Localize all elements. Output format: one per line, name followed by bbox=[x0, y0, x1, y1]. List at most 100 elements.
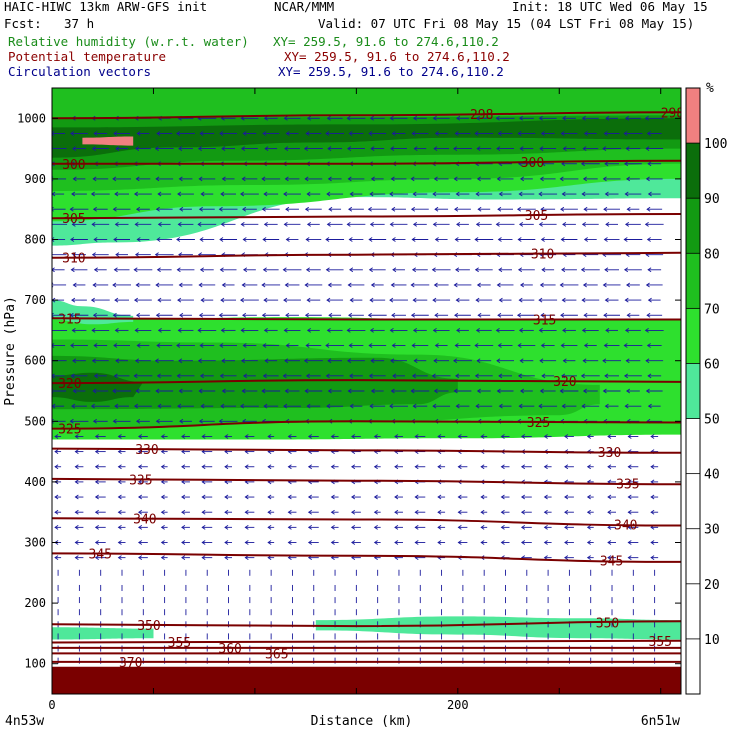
wind-vector-head bbox=[647, 267, 652, 273]
wind-vector-head bbox=[411, 373, 417, 379]
wind-vector-head bbox=[582, 358, 587, 364]
wind-vector-head bbox=[137, 464, 143, 470]
wind-vector-head bbox=[137, 509, 143, 515]
x-end-location: 6n51w bbox=[641, 714, 680, 729]
wind-vector-head bbox=[646, 343, 651, 348]
wind-vector-head bbox=[92, 312, 97, 318]
wind-vector-head bbox=[456, 221, 461, 227]
wind-vector-head bbox=[475, 221, 480, 227]
wind-vector-head bbox=[306, 221, 311, 227]
wind-vector-head bbox=[181, 494, 186, 500]
wind-vector-head bbox=[650, 479, 655, 485]
theta-contour bbox=[52, 251, 681, 259]
wind-vector-head bbox=[496, 388, 501, 394]
wind-vector-head bbox=[52, 237, 55, 242]
theta-contour-label: 325 bbox=[527, 416, 550, 431]
wind-vector-head bbox=[474, 131, 479, 136]
wind-vector-head bbox=[349, 297, 354, 303]
wind-vector-head bbox=[91, 221, 96, 227]
wind-vector-head bbox=[201, 494, 206, 500]
wind-vector-head bbox=[391, 131, 396, 136]
wind-vector-head bbox=[434, 343, 439, 348]
wind-vector-head bbox=[52, 267, 55, 273]
wind-vector-head bbox=[154, 146, 159, 151]
wind-vector-head bbox=[626, 312, 631, 318]
colorbar-bin bbox=[686, 253, 700, 309]
wind-vector-head bbox=[604, 267, 609, 273]
wind-vector-head bbox=[181, 434, 186, 439]
wind-vector-head bbox=[240, 328, 245, 333]
wind-vector-head bbox=[224, 509, 229, 515]
theta-contour-label: 310 bbox=[531, 248, 554, 263]
wind-vector-head bbox=[455, 297, 460, 303]
wind-vector-head bbox=[218, 206, 223, 212]
wind-vector-head bbox=[650, 509, 655, 515]
wind-vector-head bbox=[264, 358, 269, 364]
wind-vector-head bbox=[135, 388, 140, 394]
wind-vector-head bbox=[517, 267, 523, 273]
wind-vector-layer bbox=[52, 115, 664, 664]
wind-vector-head bbox=[52, 418, 54, 424]
wind-vector-head bbox=[539, 176, 544, 182]
wind-vector-head bbox=[218, 418, 223, 424]
wind-vector-head bbox=[136, 131, 141, 136]
wind-vector-head bbox=[369, 403, 374, 409]
wind-vector-head bbox=[390, 282, 395, 288]
wind-vector-head bbox=[54, 555, 59, 561]
wind-vector-head bbox=[177, 403, 182, 409]
wind-vector-head bbox=[71, 328, 76, 333]
theta-contour-label: 305 bbox=[525, 209, 548, 224]
wind-vector-head bbox=[368, 343, 373, 348]
wind-vector-head bbox=[219, 343, 224, 348]
wind-vector-head bbox=[283, 115, 288, 121]
wind-vector-head bbox=[156, 343, 161, 348]
theta-contour-label: 300 bbox=[62, 158, 85, 173]
axes: 100 200 300 400 500 600 700 800 900 1000 0 200 Dista… bbox=[3, 88, 681, 729]
wind-vector-head bbox=[113, 373, 118, 379]
wind-vector-head bbox=[559, 282, 564, 288]
wind-vector-head bbox=[603, 131, 608, 136]
wind-vector-head bbox=[94, 464, 99, 470]
wind-vector-head bbox=[475, 328, 480, 333]
wind-vector-head bbox=[432, 403, 437, 409]
field-vectors-label: Circulation vectors bbox=[8, 64, 151, 79]
wind-vector-head bbox=[157, 221, 162, 227]
wind-vector-head bbox=[582, 388, 587, 394]
wind-vector-head bbox=[627, 555, 632, 561]
wind-vector-head bbox=[220, 191, 225, 197]
wind-vector-head bbox=[623, 237, 628, 242]
wind-vector-head bbox=[560, 206, 565, 212]
wind-vector-head bbox=[90, 191, 95, 197]
wind-vector-head bbox=[52, 161, 55, 167]
theta-contour bbox=[52, 639, 681, 644]
wind-vector-head bbox=[454, 206, 459, 212]
wind-vector-head bbox=[414, 524, 419, 530]
wind-vector-head bbox=[623, 131, 628, 136]
wind-vector-head bbox=[433, 388, 438, 394]
wind-vector-head bbox=[624, 161, 629, 167]
wind-vector-head bbox=[155, 388, 160, 394]
wind-vector-head bbox=[433, 176, 438, 182]
wind-vector-head bbox=[412, 221, 418, 227]
wind-vector-head bbox=[157, 403, 162, 409]
wind-vector-head bbox=[538, 221, 543, 227]
y-tick-label: 300 bbox=[24, 536, 46, 550]
wind-vector-head bbox=[647, 403, 652, 409]
wind-vector-head bbox=[564, 555, 569, 561]
wind-vector-head bbox=[626, 206, 631, 212]
wind-vector-head bbox=[351, 540, 356, 545]
x-start-location: 4n53w bbox=[5, 714, 44, 729]
wind-vector-head bbox=[244, 494, 249, 500]
wind-vector-head bbox=[242, 312, 247, 318]
wind-vector-head bbox=[115, 146, 120, 151]
wind-vector-head bbox=[135, 282, 140, 288]
theta-contour-label: 310 bbox=[62, 252, 85, 267]
field-theta-xy: XY= 259.5, 91.6 to 274.6,110.2 bbox=[284, 49, 510, 64]
wind-vector-head bbox=[179, 312, 184, 318]
wind-vector-head bbox=[285, 312, 290, 318]
wind-vector-head bbox=[347, 388, 352, 394]
rh-region bbox=[315, 616, 681, 640]
wind-vector-head bbox=[220, 221, 225, 227]
wind-vector-head bbox=[580, 267, 585, 273]
colorbar-bin bbox=[686, 198, 700, 254]
